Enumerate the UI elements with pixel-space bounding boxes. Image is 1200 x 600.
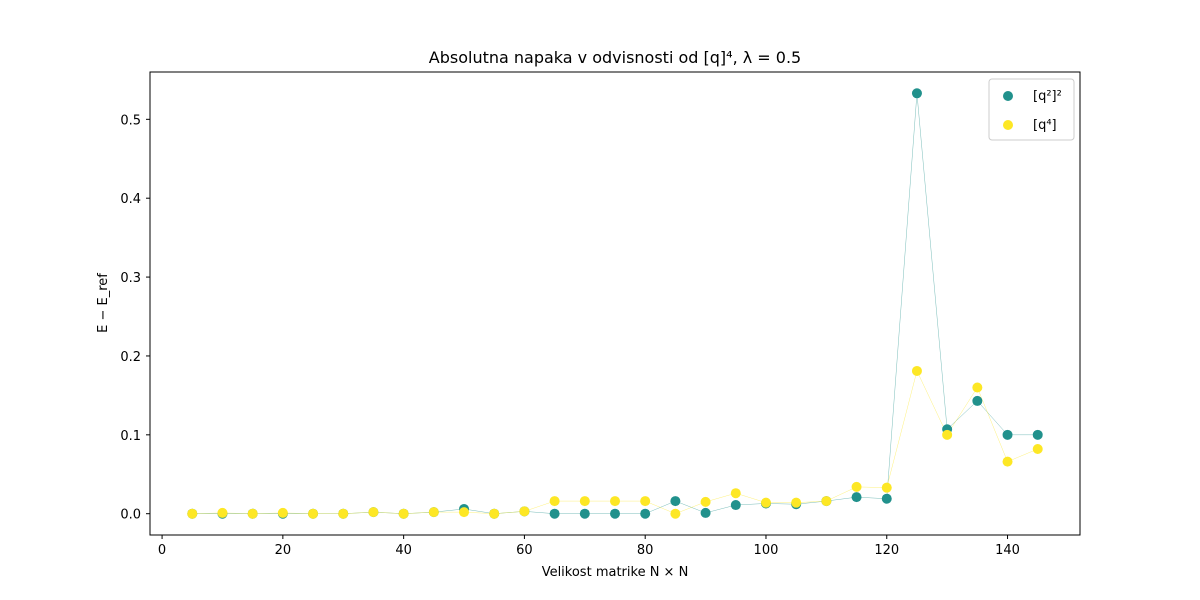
data-point-series-1 [549, 508, 560, 519]
x-tick-label: 20 [275, 543, 292, 558]
legend-marker-series-2 [1003, 120, 1013, 130]
chart-title: Absolutna napaka v odvisnosti od [q]⁴, λ… [429, 48, 801, 67]
y-tick-label: 0.3 [120, 271, 141, 286]
series-points [187, 88, 1043, 519]
data-point-series-2 [549, 496, 560, 507]
data-point-series-2 [640, 496, 651, 507]
data-point-series-2 [428, 507, 439, 518]
x-tick-label: 100 [754, 543, 779, 558]
series-lines [192, 93, 1038, 514]
data-point-series-2 [881, 482, 892, 493]
data-point-series-2 [187, 508, 198, 519]
data-point-series-2 [700, 496, 711, 507]
data-point-series-2 [459, 507, 470, 518]
x-tick-label: 0 [158, 543, 166, 558]
data-point-series-1 [1002, 429, 1013, 440]
data-point-series-2 [519, 506, 530, 517]
data-point-series-2 [1002, 456, 1013, 467]
data-point-series-2 [1032, 444, 1043, 455]
data-point-series-1 [851, 492, 862, 503]
data-point-series-1 [610, 508, 620, 519]
data-point-series-2 [942, 429, 953, 440]
x-axis-label: Velikost matrike N × N [542, 565, 689, 580]
y-tick-label: 0.4 [120, 192, 141, 207]
data-point-series-2 [851, 481, 862, 492]
data-point-series-2 [368, 507, 379, 518]
y-axis-label: E − E_ref [96, 273, 111, 333]
data-point-series-2 [398, 508, 409, 519]
data-point-series-2 [277, 507, 288, 518]
y-tick-label: 0.5 [120, 113, 141, 128]
data-point-series-2 [911, 365, 922, 376]
data-point-series-1 [730, 500, 741, 511]
data-point-series-2 [217, 507, 228, 518]
data-point-series-2 [670, 508, 681, 519]
legend-marker-series-1 [1003, 91, 1013, 101]
legend: [q²]² [q⁴] [988, 78, 1075, 141]
data-point-series-2 [972, 382, 983, 393]
legend-label-series-2: [q⁴] [1033, 118, 1057, 133]
data-point-series-1 [670, 496, 681, 507]
data-point-series-2 [730, 488, 741, 499]
data-point-series-1 [972, 395, 983, 406]
data-point-series-2 [247, 508, 258, 519]
y-tick-label: 0.2 [120, 350, 141, 365]
data-point-series-1 [1032, 429, 1043, 440]
x-tick-label: 80 [637, 543, 654, 558]
legend-label-series-1: [q²]² [1033, 89, 1062, 104]
x-tick-label: 140 [995, 543, 1020, 558]
data-point-series-2 [489, 508, 500, 519]
data-point-series-2 [308, 508, 319, 519]
series-line-2 [192, 370, 1038, 514]
data-point-series-2 [821, 496, 832, 507]
y-axis-ticks: 0.0 0.1 0.2 0.3 0.4 0.5 [120, 113, 150, 523]
data-point-series-1 [911, 88, 922, 99]
data-point-series-1 [579, 508, 590, 519]
data-point-series-1 [700, 507, 711, 518]
x-axis-ticks: 0 20 40 60 80 100 120 140 [158, 535, 1020, 558]
data-point-series-2 [579, 496, 590, 507]
x-tick-label: 120 [874, 543, 899, 558]
plot-frame [149, 71, 1081, 536]
x-tick-label: 60 [516, 543, 533, 558]
data-point-series-1 [881, 493, 892, 504]
data-point-series-2 [760, 497, 771, 508]
x-tick-label: 40 [395, 543, 412, 558]
y-tick-label: 0.0 [120, 508, 141, 523]
y-tick-label: 0.1 [120, 429, 141, 444]
series-line-1 [192, 93, 1038, 514]
data-point-series-2 [791, 497, 802, 508]
data-point-series-2 [338, 508, 349, 519]
data-point-series-2 [610, 496, 620, 507]
data-point-series-1 [640, 508, 651, 519]
